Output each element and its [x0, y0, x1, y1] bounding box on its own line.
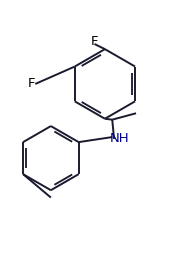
Text: NH: NH: [110, 132, 129, 145]
Text: F: F: [91, 35, 98, 48]
Text: F: F: [28, 77, 35, 90]
